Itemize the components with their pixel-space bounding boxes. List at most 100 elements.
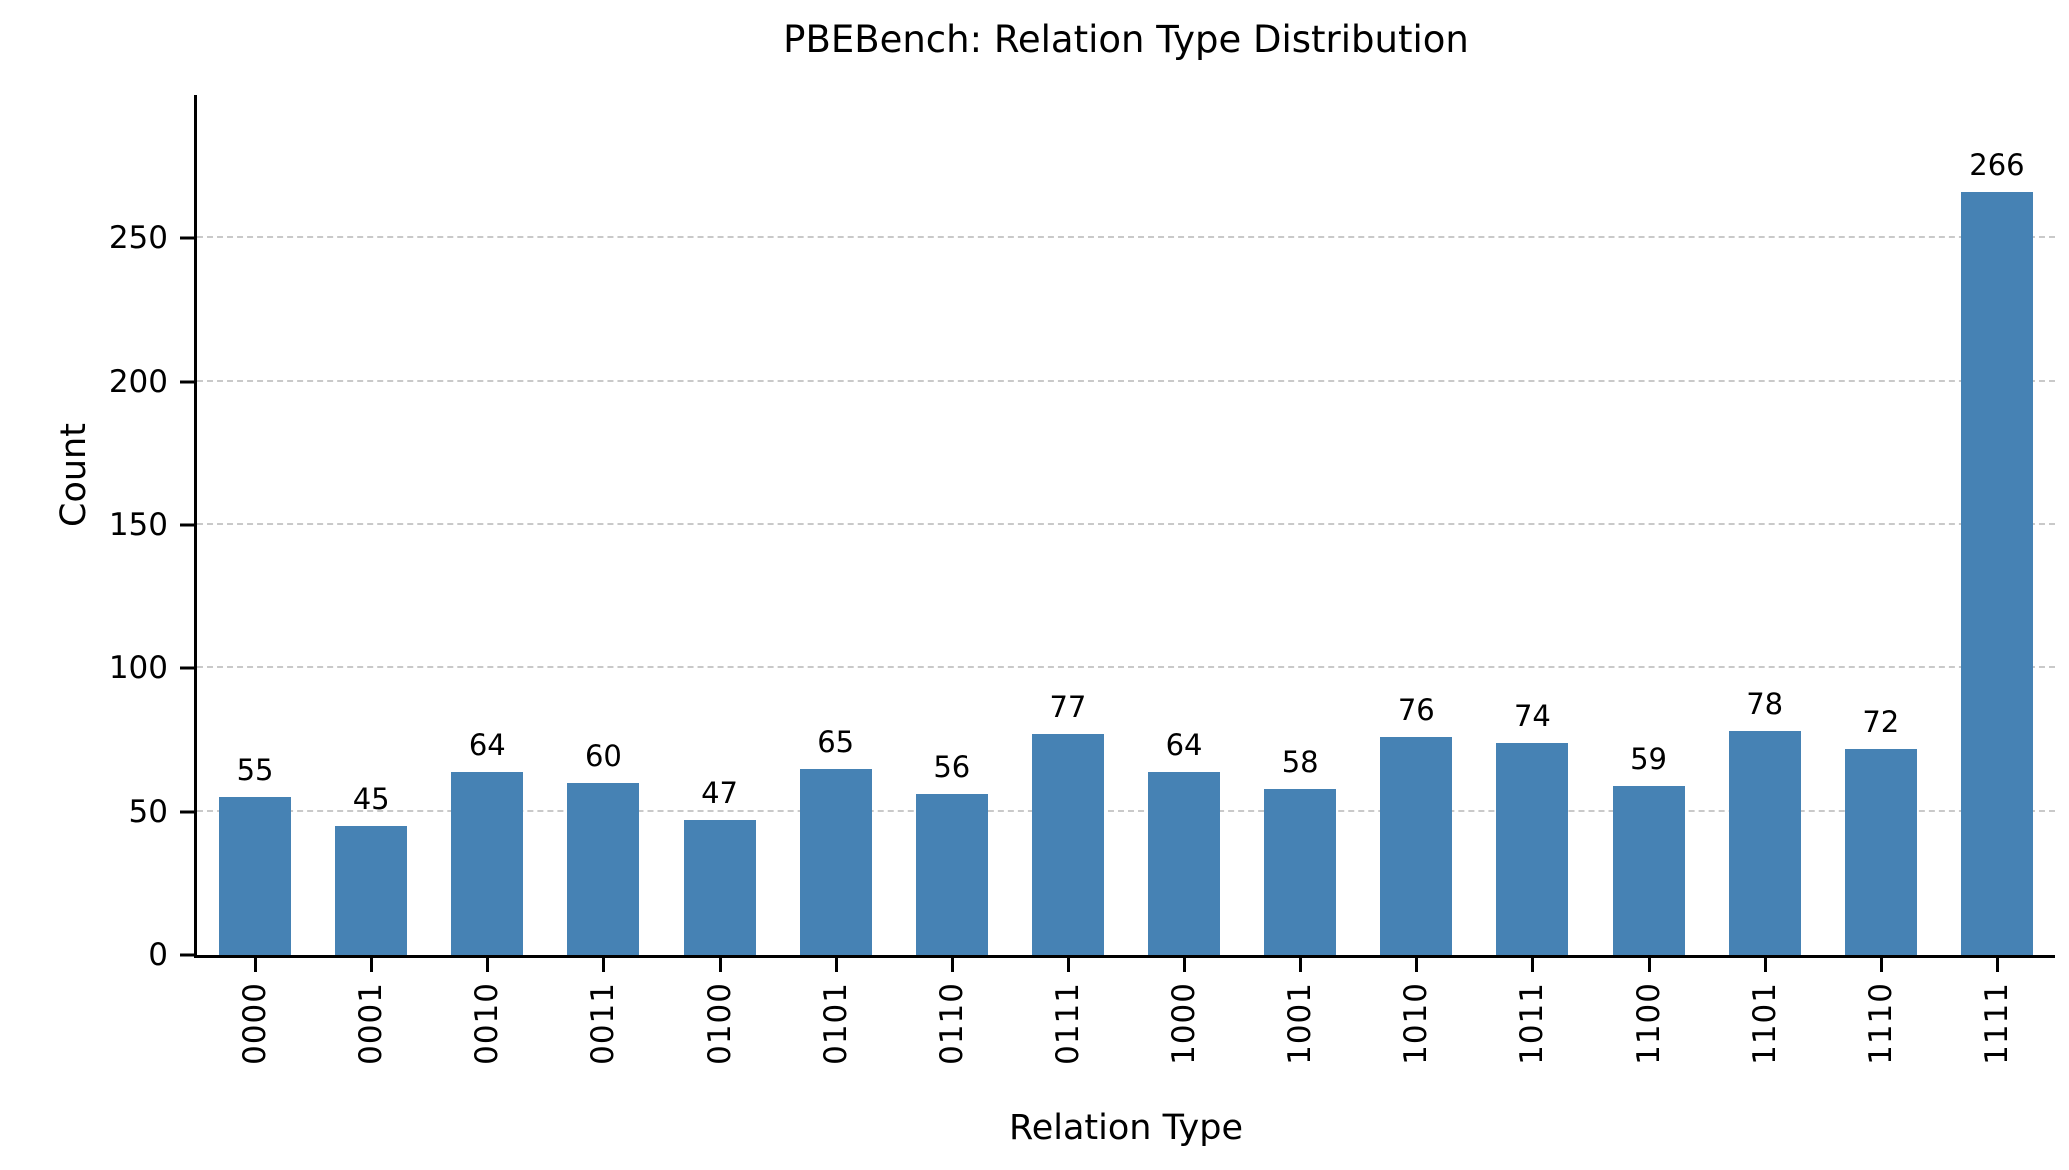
bar-slot-1110: 72 (1823, 95, 1939, 955)
x-label-slot-0101: 0101 (778, 982, 894, 1065)
bar-1101 (1728, 731, 1801, 955)
x-tick-slot-0011 (545, 958, 661, 972)
bar-value-label-1000: 64 (1165, 727, 1203, 762)
y-tick-mark-150 (180, 523, 197, 527)
x-tick-mark-1000 (1183, 958, 1187, 972)
x-label-slot-1000: 1000 (1126, 982, 1242, 1065)
x-tick-slot-1000 (1126, 958, 1242, 972)
bar-slot-1101: 78 (1707, 95, 1823, 955)
bar-0101 (799, 768, 872, 955)
bar-value-label-1010: 76 (1397, 693, 1435, 728)
plot-area: 55 45 64 60 47 65 56 77 64 58 76 74 59 78 72 266 (194, 95, 2055, 958)
y-axis-spine (194, 95, 197, 958)
bar-0100 (683, 820, 756, 955)
bar-slot-0011: 60 (545, 95, 661, 955)
bar-value-label-0011: 60 (584, 739, 622, 773)
bar-1111 (1960, 192, 2033, 955)
x-tick-label-1000: 1000 (1166, 982, 1203, 1065)
x-label-slot-0000: 0000 (197, 982, 313, 1065)
x-tick-mark-1010 (1415, 958, 1419, 972)
bar-1011 (1496, 742, 1569, 955)
bar-value-label-1110: 72 (1862, 704, 1900, 739)
y-tick-label-200: 200 (108, 363, 168, 400)
x-tick-slot-1100 (1591, 958, 1707, 972)
x-tick-mark-0111 (1066, 958, 1070, 972)
chart-title: PBEBench: Relation Type Distribution (783, 18, 1469, 61)
bar-value-label-0100: 47 (701, 776, 739, 811)
x-tick-mark-1001 (1299, 958, 1303, 972)
x-tick-mark-0110 (950, 958, 954, 972)
y-tick-label-50: 50 (128, 793, 168, 830)
gridline-200 (197, 379, 2055, 382)
bar-0110 (915, 794, 988, 955)
bar-value-label-1101: 78 (1746, 687, 1784, 722)
x-tick-mark-1110 (1879, 958, 1883, 972)
x-label-slot-0110: 0110 (894, 982, 1010, 1065)
x-tick-slot-0010 (429, 958, 545, 972)
x-tick-mark-0010 (486, 958, 490, 972)
x-axis-tick-marks (197, 958, 2055, 972)
bar-slot-1001: 58 (1242, 95, 1358, 955)
x-label-slot-0001: 0001 (313, 982, 429, 1065)
x-tick-mark-1111 (1995, 958, 1999, 972)
x-label-slot-1001: 1001 (1242, 982, 1358, 1065)
x-tick-label-0010: 0010 (469, 982, 506, 1065)
bar-value-label-1001: 58 (1281, 744, 1319, 779)
bar-0010 (451, 771, 524, 955)
x-label-slot-0111: 0111 (1010, 982, 1126, 1065)
gridline-50 (197, 809, 2055, 812)
x-label-slot-1011: 1011 (1474, 982, 1590, 1065)
x-label-slot-0010: 0010 (429, 982, 545, 1065)
bar-0001 (335, 826, 408, 955)
x-tick-slot-1011 (1474, 958, 1590, 972)
bar-slot-1100: 59 (1591, 95, 1707, 955)
bar-slot-1111: 266 (1939, 95, 2055, 955)
x-tick-label-0100: 0100 (701, 982, 738, 1065)
bar-slot-0000: 55 (197, 95, 313, 955)
x-tick-label-0111: 0111 (1049, 982, 1086, 1065)
x-tick-mark-0001 (370, 958, 374, 972)
x-tick-slot-0001 (313, 958, 429, 972)
x-tick-label-1101: 1101 (1746, 982, 1783, 1065)
x-tick-mark-0000 (254, 958, 258, 972)
y-tick-label-0: 0 (148, 937, 168, 973)
x-tick-label-1001: 1001 (1282, 982, 1319, 1065)
x-tick-slot-1101 (1707, 958, 1823, 972)
x-label-slot-0011: 0011 (545, 982, 661, 1065)
y-tick-mark-100 (180, 666, 197, 670)
bar-slot-0001: 45 (313, 95, 429, 955)
bar-0111 (1031, 734, 1104, 955)
bar-value-label-0010: 64 (468, 727, 506, 762)
x-tick-label-0110: 0110 (933, 982, 970, 1065)
gridline-100 (197, 666, 2055, 669)
bar-1100 (1612, 785, 1685, 955)
bar-slot-0111: 77 (1010, 95, 1126, 955)
x-label-slot-1110: 1110 (1823, 982, 1939, 1065)
x-tick-slot-0110 (894, 958, 1010, 972)
bar-slot-1010: 76 (1358, 95, 1474, 955)
x-tick-slot-1001 (1242, 958, 1358, 972)
x-tick-label-0101: 0101 (817, 982, 854, 1065)
y-tick-label-250: 250 (108, 220, 168, 257)
x-tick-mark-0011 (602, 958, 606, 972)
gridline-250 (197, 236, 2055, 239)
bar-slot-0100: 47 (662, 95, 778, 955)
x-label-slot-1100: 1100 (1591, 982, 1707, 1065)
bar-value-label-1111: 266 (1969, 148, 2025, 183)
bar-value-label-0110: 56 (933, 750, 971, 785)
x-label-slot-1101: 1101 (1707, 982, 1823, 1065)
x-tick-slot-0101 (778, 958, 894, 972)
bars-container: 55 45 64 60 47 65 56 77 64 58 76 74 59 78 72 266 (197, 95, 2055, 955)
x-tick-label-0000: 0000 (237, 982, 274, 1065)
x-tick-slot-1110 (1823, 958, 1939, 972)
x-tick-mark-1011 (1531, 958, 1535, 972)
bar-0011 (567, 783, 640, 955)
bar-1001 (1264, 788, 1337, 955)
y-axis-label: Count (54, 423, 94, 527)
bar-slot-0010: 64 (429, 95, 545, 955)
x-tick-slot-1111 (1939, 958, 2055, 972)
bar-slot-0110: 56 (894, 95, 1010, 955)
y-tick-mark-0 (180, 953, 197, 957)
x-axis-tick-labels: 0000 0001 0010 0011 0100 0101 0110 0111 1000 1001… (197, 982, 2055, 1065)
x-label-slot-0100: 0100 (662, 982, 778, 1065)
